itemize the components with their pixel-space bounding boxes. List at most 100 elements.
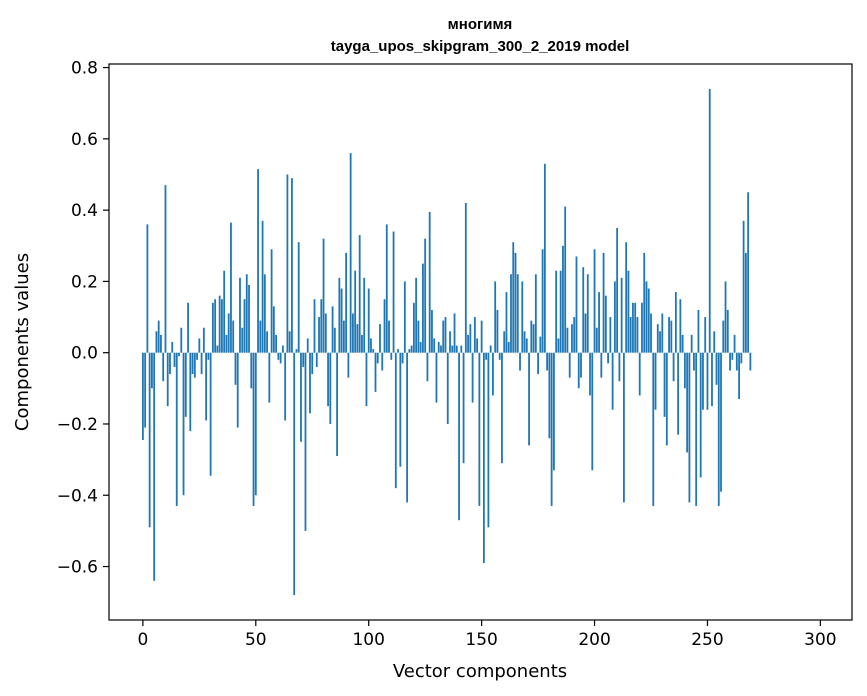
bar	[431, 309, 433, 353]
bar	[541, 249, 544, 353]
bar	[428, 211, 431, 353]
bar	[415, 277, 418, 353]
bar	[397, 349, 399, 353]
bar	[699, 352, 702, 478]
bar	[726, 309, 729, 353]
bar	[155, 331, 158, 353]
bar	[446, 352, 449, 424]
x-tick-label: 250	[691, 630, 723, 650]
x-tick-label: 100	[352, 630, 384, 650]
bar	[385, 224, 388, 353]
bar	[419, 342, 422, 353]
bar	[629, 317, 632, 353]
bar	[523, 331, 526, 353]
bar	[683, 352, 686, 389]
bar	[546, 352, 549, 371]
bar	[361, 334, 363, 353]
bar	[663, 352, 666, 417]
bar	[577, 352, 580, 389]
bar	[207, 352, 210, 360]
bar	[230, 222, 232, 353]
bar	[625, 242, 628, 353]
bar	[306, 338, 309, 353]
bar	[525, 338, 528, 353]
bar	[580, 352, 582, 378]
bar	[322, 238, 325, 353]
bar	[492, 352, 494, 396]
bar	[211, 302, 214, 353]
bar	[733, 334, 736, 353]
bar	[652, 352, 655, 506]
bar	[239, 277, 241, 353]
x-axis-ticks: 0 50 100 150 200 250 300	[137, 620, 837, 650]
bar	[747, 192, 750, 353]
bar	[645, 281, 648, 353]
bar	[462, 352, 465, 464]
y-tick-label: 0.8	[71, 59, 98, 79]
bar	[257, 169, 259, 353]
bar	[476, 338, 479, 353]
bar	[449, 331, 451, 353]
bar	[672, 352, 675, 382]
bar	[225, 334, 228, 353]
bar	[275, 334, 278, 353]
bar	[169, 352, 171, 375]
bar	[241, 327, 244, 353]
bar	[272, 306, 275, 353]
bar	[236, 352, 239, 428]
bar	[399, 352, 402, 467]
bar	[487, 352, 490, 528]
bar	[175, 352, 178, 506]
bar	[437, 342, 440, 353]
bar	[394, 352, 397, 489]
bar	[593, 249, 596, 353]
bar	[528, 352, 530, 446]
bar	[469, 324, 472, 353]
bar	[266, 331, 268, 353]
bar	[182, 352, 185, 496]
bar	[623, 352, 625, 503]
bar	[388, 320, 390, 353]
bar	[422, 263, 424, 353]
bar	[600, 352, 603, 378]
bar	[286, 174, 289, 353]
bar	[555, 270, 558, 353]
bar	[363, 277, 366, 353]
bar	[311, 352, 314, 375]
bar	[401, 352, 404, 364]
bar	[559, 270, 562, 353]
bar	[611, 352, 614, 410]
bar	[234, 352, 237, 385]
bar	[356, 324, 359, 353]
bar	[351, 313, 354, 353]
bar	[180, 327, 183, 353]
bar	[530, 320, 533, 353]
bar	[571, 324, 573, 353]
bar	[444, 317, 447, 353]
bar	[738, 352, 740, 400]
bar	[270, 249, 273, 353]
bar	[510, 274, 512, 353]
bar	[598, 292, 600, 353]
bar	[548, 352, 551, 439]
bar	[376, 352, 379, 364]
bar	[496, 309, 499, 353]
bar	[467, 334, 469, 353]
bar	[731, 352, 734, 360]
bar	[638, 352, 641, 396]
bar	[742, 220, 745, 353]
bar	[426, 352, 429, 382]
bar	[331, 306, 334, 353]
bar	[318, 317, 320, 353]
bar	[336, 352, 338, 457]
bar	[245, 274, 248, 353]
bar	[498, 352, 501, 360]
plot-frame	[108, 63, 853, 621]
x-tick-label: 50	[245, 630, 267, 650]
bar	[248, 284, 250, 353]
chart-subtitle: tayga_upos_skipgram_300_2_2019 model	[331, 38, 630, 55]
bar	[632, 302, 634, 353]
bar	[715, 352, 718, 385]
bar	[505, 292, 508, 353]
bar	[148, 352, 151, 528]
